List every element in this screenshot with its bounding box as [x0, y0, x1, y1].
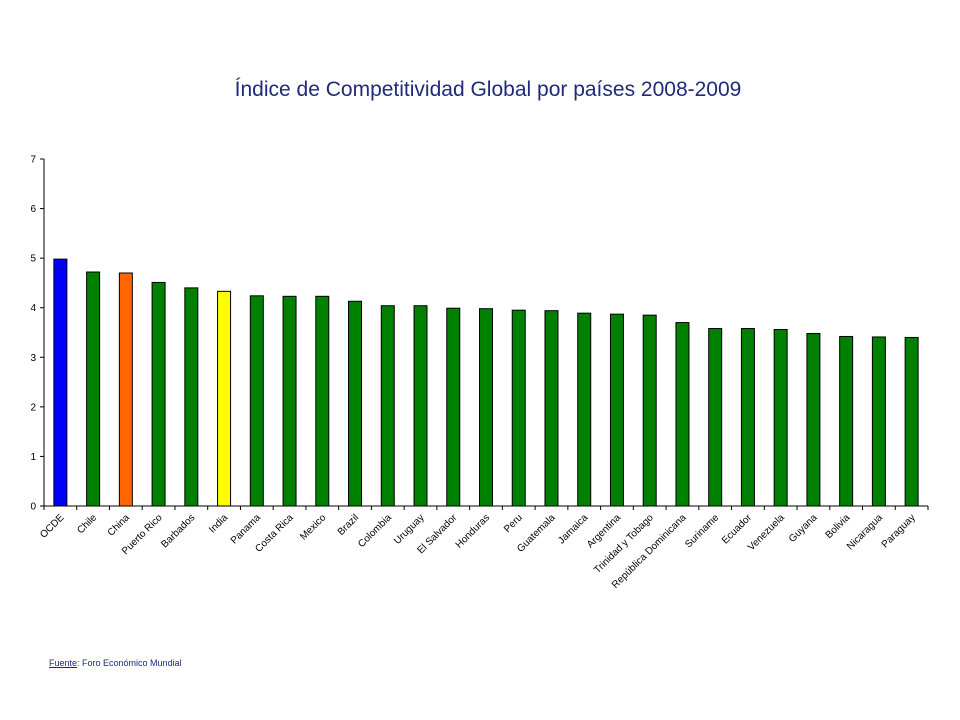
bar	[118, 272, 133, 507]
x-tick-label: India	[207, 512, 230, 535]
bar	[446, 307, 461, 507]
bar	[86, 271, 101, 507]
bar	[740, 328, 755, 507]
x-tick-label: Brazil	[336, 512, 361, 537]
bar	[413, 305, 428, 507]
x-tick-label: OCDE	[38, 512, 66, 540]
x-tick-label: Suriname	[683, 512, 721, 550]
bars	[53, 258, 919, 507]
y-axis: 0 1 2 3 4 5 6 7	[30, 155, 45, 513]
bar	[904, 336, 919, 507]
bar	[511, 309, 526, 507]
bar	[708, 328, 723, 507]
bar	[773, 329, 788, 507]
x-tick-label: China	[106, 512, 133, 539]
x-tick-label: Trinidad y Tobago	[592, 512, 656, 576]
bar	[871, 336, 886, 507]
y-tick-label: 4	[30, 303, 36, 314]
bar	[315, 295, 330, 507]
source-note: Fuente: Foro Económico Mundial	[49, 658, 182, 668]
bar	[839, 335, 854, 507]
bar	[249, 295, 264, 507]
y-tick-label: 7	[30, 155, 36, 166]
x-tick-label: Colombia	[356, 512, 394, 550]
bar	[479, 308, 493, 507]
bar	[151, 281, 166, 507]
y-tick-label: 6	[30, 204, 36, 215]
bar	[282, 295, 297, 507]
x-tick-label: Chile	[75, 512, 99, 536]
y-tick-label: 3	[30, 353, 36, 364]
y-tick-label: 0	[30, 502, 36, 513]
source-label: Fuente	[49, 658, 78, 668]
x-tick-label: Honduras	[454, 512, 492, 550]
x-tick-label: Guyana	[787, 512, 820, 545]
x-tick-label: Mexico	[298, 512, 328, 542]
x-tick-label: Peru	[502, 512, 525, 535]
bar	[53, 258, 68, 507]
y-tick-label: 5	[30, 254, 36, 265]
bar	[217, 290, 232, 507]
bar	[642, 314, 657, 507]
bar	[609, 313, 624, 507]
bar	[380, 305, 395, 507]
y-tick-label: 1	[30, 452, 36, 463]
x-tick-label: Paraguay	[880, 512, 918, 550]
x-tick-label: Bolivia	[824, 512, 853, 541]
x-tick-label: Nicaragua	[845, 512, 885, 552]
x-tick-label: Barbados	[159, 512, 197, 550]
chart-title: Índice de Competitividad Global por país…	[234, 78, 742, 101]
bar	[348, 300, 363, 507]
bar	[544, 310, 559, 507]
source-text: : Foro Económico Mundial	[77, 658, 182, 668]
bar	[806, 332, 821, 507]
bar	[675, 322, 690, 507]
bar	[184, 287, 199, 507]
y-tick-label: 2	[30, 402, 36, 413]
bar	[577, 312, 592, 507]
